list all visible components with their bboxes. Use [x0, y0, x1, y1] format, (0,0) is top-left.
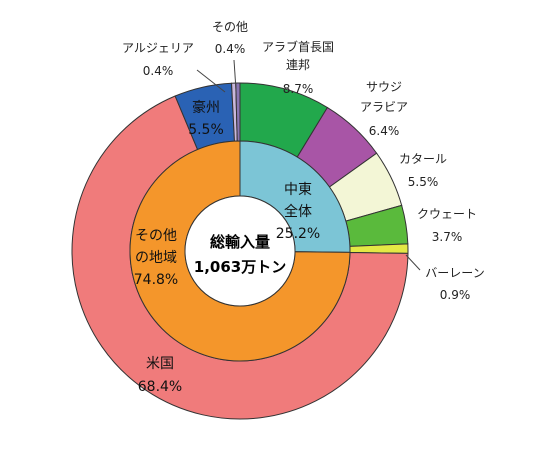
center-label-line1: 総輸入量: [210, 233, 270, 251]
outer-ring: [71, 82, 409, 420]
label-usa: 米国 68.4%: [138, 356, 182, 395]
label-qatar: カタール 5.5%: [399, 152, 447, 189]
inner-label-other-regions: その他 の地域 74.8%: [134, 228, 178, 288]
label-bahrain: バーレーン 0.9%: [405, 254, 485, 302]
svg-text:全体: 全体: [284, 203, 312, 220]
svg-text:米国: 米国: [146, 356, 174, 372]
svg-text:5.5%: 5.5%: [408, 175, 439, 189]
svg-text:5.5%: 5.5%: [188, 122, 224, 138]
label-uae: アラブ首長国 連邦 8.7%: [262, 39, 334, 96]
svg-text:カタール: カタール: [399, 152, 447, 166]
label-algeria: アルジェリア 0.4%: [122, 41, 226, 93]
svg-text:6.4%: 6.4%: [369, 124, 400, 138]
svg-text:豪州: 豪州: [192, 100, 220, 116]
svg-text:クウェート: クウェート: [417, 207, 477, 221]
svg-text:0.4%: 0.4%: [215, 42, 246, 56]
svg-text:サウジ: サウジ: [366, 80, 402, 94]
svg-text:アラビア: アラビア: [360, 100, 408, 114]
center-label-line2: 1,063万トン: [194, 258, 286, 276]
svg-text:その他: その他: [212, 20, 248, 34]
svg-text:バーレーン: バーレーン: [425, 266, 484, 280]
svg-text:その他: その他: [135, 228, 177, 244]
label-other: その他 0.4%: [212, 20, 248, 91]
label-saudi-arabia: サウジ アラビア 6.4%: [360, 80, 408, 138]
svg-text:アルジェリア: アルジェリア: [122, 41, 194, 55]
svg-text:アラブ首長国: アラブ首長国: [262, 39, 334, 54]
svg-text:74.8%: 74.8%: [134, 272, 178, 288]
inner-ring: [129, 140, 351, 362]
inner-label-middle-east: 中東 全体 25.2%: [276, 182, 320, 242]
svg-text:0.4%: 0.4%: [143, 64, 174, 78]
svg-text:中東: 中東: [284, 182, 312, 198]
svg-text:25.2%: 25.2%: [276, 226, 320, 242]
svg-text:68.4%: 68.4%: [138, 379, 182, 395]
svg-text:0.9%: 0.9%: [440, 288, 471, 302]
label-kuwait: クウェート 3.7%: [417, 207, 477, 244]
svg-text:8.7%: 8.7%: [283, 82, 314, 96]
label-australia: 豪州 5.5%: [188, 100, 224, 138]
svg-text:連邦: 連邦: [286, 58, 310, 72]
center-hole: [184, 195, 296, 307]
svg-text:3.7%: 3.7%: [432, 230, 463, 244]
svg-text:の地域: の地域: [135, 250, 177, 266]
